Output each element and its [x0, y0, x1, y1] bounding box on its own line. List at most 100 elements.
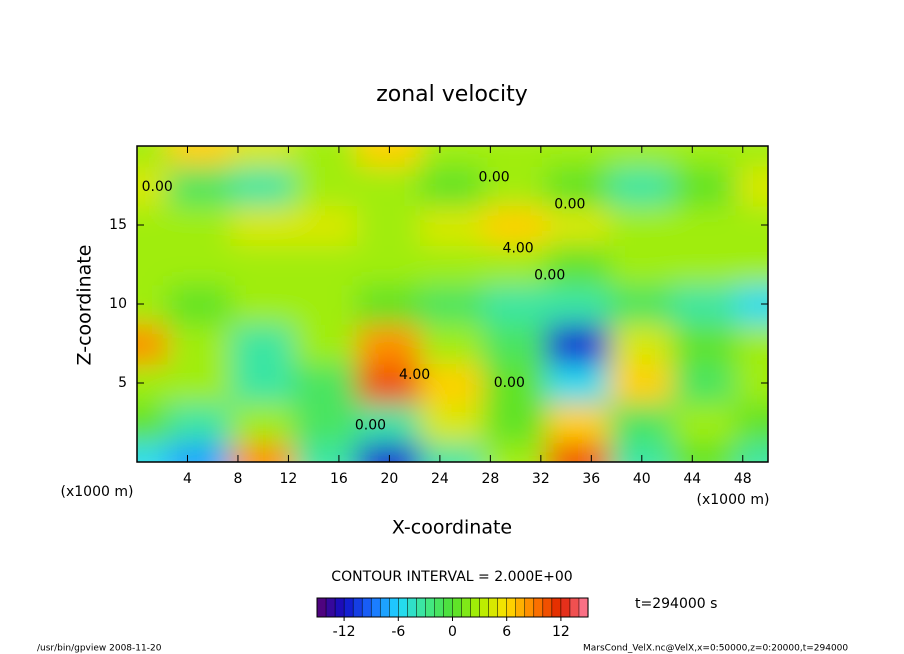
field-cell [609, 164, 675, 207]
field-cells [137, 146, 768, 462]
field-cell [546, 362, 612, 404]
field-cell [137, 146, 170, 167]
field-cell [546, 441, 612, 462]
colorbar-band [452, 597, 463, 618]
colorbar-band [551, 597, 562, 618]
field-cell [167, 322, 233, 365]
field-cell [419, 204, 486, 246]
field-cell [356, 322, 422, 365]
field-cell [356, 441, 422, 462]
field-cell [293, 362, 359, 404]
field-cell [230, 243, 296, 286]
colorbar-band [515, 597, 526, 618]
field [137, 146, 768, 462]
field-cell [483, 322, 549, 365]
field-cell [167, 441, 233, 462]
field-cell [546, 401, 612, 444]
x-unit-label: (x1000 m) [61, 484, 134, 500]
colorbar-band [542, 597, 553, 618]
colorbar-band [370, 597, 381, 618]
field-cell [609, 362, 675, 404]
field-cell [672, 322, 738, 365]
field-cell [735, 243, 768, 286]
field-cell [293, 322, 359, 365]
field-cell [419, 362, 486, 404]
field-cell [167, 164, 233, 207]
y-axis-label: Z-coordinate [74, 245, 96, 366]
contour-label: 0.00 [534, 268, 565, 284]
field-cell [293, 164, 359, 207]
colorbar-band [461, 597, 472, 618]
x-axis-label: X-coordinate [392, 517, 512, 539]
colorbar-tick-label: -6 [391, 624, 405, 640]
field-cell [167, 243, 233, 286]
colorbar-band [325, 597, 336, 618]
field-cell [735, 146, 768, 167]
field-cell [293, 146, 359, 167]
field-cell [167, 362, 233, 404]
field-cell [167, 204, 233, 246]
field-cell [137, 441, 170, 462]
colorbar-band [379, 597, 390, 618]
colorbar-band [398, 597, 408, 618]
colorbar-band [425, 597, 435, 618]
colorbar-band [479, 597, 490, 618]
field-cell [230, 362, 296, 404]
field-cell [230, 164, 296, 207]
field-cell [546, 322, 612, 365]
colorbar-band [352, 597, 363, 618]
field-cell [672, 164, 738, 207]
field-cell [609, 204, 675, 246]
field-cell [137, 322, 170, 365]
colorbar-band [343, 597, 354, 618]
field-cell [672, 401, 738, 444]
colorbar-band [334, 597, 345, 618]
field-cell [230, 401, 296, 444]
y-tick-label: 15 [109, 217, 127, 233]
field-cell [483, 441, 549, 462]
field-cell [167, 401, 233, 444]
field-cell [483, 243, 549, 286]
field-cell [735, 164, 768, 207]
field-cell [483, 362, 549, 404]
colorbar-band [434, 597, 445, 618]
field-cell [735, 401, 768, 444]
field-cell [293, 441, 359, 462]
contour-label: 0.00 [355, 418, 386, 434]
colorbar-band [407, 597, 417, 618]
x-unit-label: (x1000 m) [697, 492, 770, 508]
field-cell [356, 243, 422, 286]
field-cell [230, 204, 296, 246]
field-cell [230, 283, 296, 325]
colorbar-band [578, 597, 589, 618]
colorbar-band [443, 597, 454, 618]
field-cell [356, 146, 422, 167]
x-tick-label: 8 [233, 471, 242, 487]
field-cell [672, 362, 738, 404]
field-cell [356, 362, 422, 404]
colorbar-band [524, 597, 535, 618]
colorbar-band [569, 597, 580, 618]
field-cell [419, 441, 486, 462]
colorbar-tick-label: -12 [333, 624, 356, 640]
footer-left: /usr/bin/gpview 2008-11-20 [37, 644, 162, 654]
field-cell [609, 322, 675, 365]
field-cell [356, 204, 422, 246]
x-tick-label: 24 [431, 471, 449, 487]
colorbar-band [488, 597, 499, 618]
field-cell [546, 243, 612, 286]
field-cell [483, 164, 549, 207]
field-cell [293, 401, 359, 444]
x-tick-label: 28 [481, 471, 499, 487]
field-cell [546, 283, 612, 325]
field-cell [609, 146, 675, 167]
x-tick-label: 16 [330, 471, 348, 487]
field-cell [230, 322, 296, 365]
field-cell [483, 146, 549, 167]
colorbar-band [361, 597, 372, 618]
field-cell [293, 243, 359, 286]
y-tick-label: 5 [118, 375, 127, 391]
colorbar-band [416, 597, 426, 618]
time-label: t=294000 s [635, 596, 717, 612]
